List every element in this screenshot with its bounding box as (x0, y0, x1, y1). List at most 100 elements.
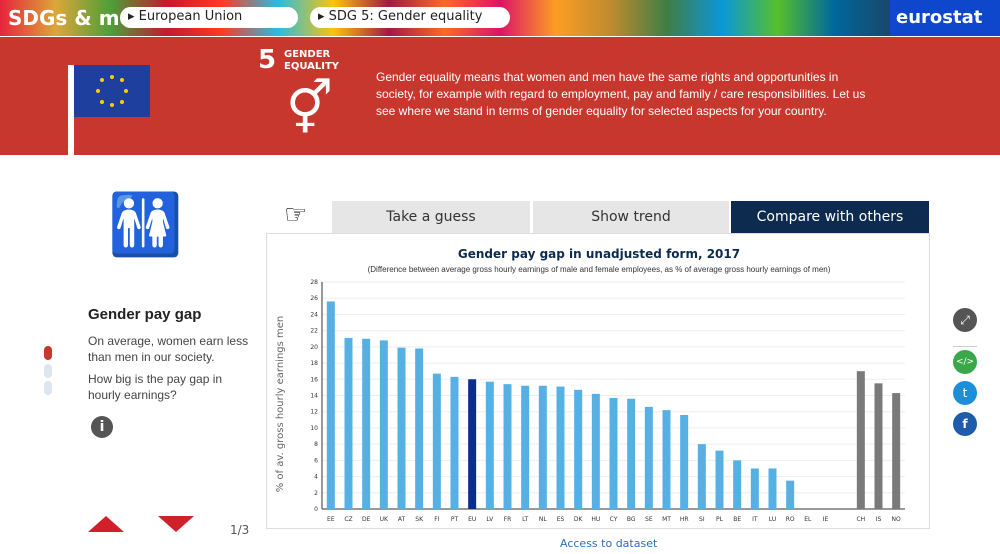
y-tick-label: 26 (310, 295, 318, 302)
step-dot-1[interactable] (44, 346, 52, 360)
breadcrumb-country-label: European Union (138, 9, 243, 24)
y-tick-label: 10 (310, 425, 318, 432)
twitter-icon[interactable]: t (953, 381, 977, 405)
x-tick-label: SI (699, 516, 705, 523)
bar-pt (450, 376, 459, 509)
y-tick-label: 22 (310, 328, 318, 335)
bar-si (697, 444, 706, 509)
bar-hu (591, 393, 600, 509)
chart-title: Gender pay gap in unadjusted form, 2017 (458, 247, 740, 261)
bar-se (644, 406, 653, 509)
x-tick-label: BG (627, 516, 636, 523)
x-tick-label: MT (662, 516, 671, 523)
x-tick-label: LU (769, 516, 776, 523)
bar-mt (662, 410, 671, 509)
tab-show-trend[interactable]: Show trend (533, 201, 729, 233)
bar-cz (344, 337, 353, 509)
x-tick-label: RO (786, 516, 795, 523)
indicator-panel: Gender pay gap On average, women earn le… (88, 306, 258, 409)
bar-es (556, 386, 565, 509)
x-tick-label: SE (645, 516, 653, 523)
bar-eu (468, 379, 477, 509)
eu-flag-icon (74, 65, 150, 117)
bar-lv (485, 381, 494, 509)
bar-hr (680, 414, 689, 509)
embed-code-icon[interactable]: </> (953, 350, 977, 374)
x-tick-label: LT (522, 516, 529, 523)
x-tick-label: DK (574, 516, 584, 523)
y-tick-label: 12 (310, 409, 318, 416)
x-tick-label: BE (733, 516, 741, 523)
x-tick-label: ES (557, 516, 565, 523)
x-tick-label: PT (451, 516, 459, 523)
step-dot-2[interactable] (44, 364, 52, 378)
y-tick-label: 8 (314, 441, 318, 448)
fullscreen-icon[interactable]: ⤢ (953, 308, 977, 332)
x-tick-label: HR (680, 516, 689, 523)
bar-at (397, 347, 406, 509)
goal-banner: 5 GENDER EQUALITY ⚥ Gender equality means… (0, 37, 1000, 155)
gender-symbol-icon: ⚥ (286, 79, 333, 139)
tab-take-a-guess[interactable]: Take a guess (332, 201, 530, 233)
indicator-text-2: How big is the pay gap in hourly earning… (88, 372, 223, 402)
bar-sk (415, 348, 424, 509)
goal-title: GENDER EQUALITY (284, 49, 344, 73)
x-tick-label: CH (856, 516, 865, 523)
x-tick-label: FR (504, 516, 512, 523)
y-tick-label: 6 (314, 457, 318, 464)
chart-subtitle: (Difference between average gross hourly… (368, 265, 831, 274)
step-dot-3[interactable] (44, 381, 52, 395)
bar-dk (574, 389, 583, 509)
sdgs-logo[interactable]: SDGs & me (8, 6, 134, 30)
bar-chart: Gender pay gap in unadjusted form, 2017 (… (275, 247, 905, 523)
bar-it (750, 468, 759, 509)
access-dataset-link[interactable]: Access to dataset (560, 537, 658, 550)
x-tick-label: EL (804, 516, 812, 523)
goal-description: Gender equality means that women and men… (376, 70, 866, 118)
indicator-title: Gender pay gap (88, 306, 202, 323)
bar-is (874, 383, 883, 509)
y-tick-label: 4 (314, 474, 318, 481)
x-tick-label: DE (362, 516, 371, 523)
facebook-icon[interactable]: f (953, 412, 977, 436)
divider (953, 346, 977, 347)
x-tick-label: PL (716, 516, 724, 523)
bar-ro (786, 480, 795, 509)
y-tick-label: 0 (314, 506, 318, 513)
x-tick-label: EU (468, 516, 476, 523)
top-bar: SDGs & me ▸ European Union ▸ SDG 5: Gend… (0, 0, 1000, 36)
eurostat-logo[interactable]: eurostat (890, 0, 1000, 36)
tab-compare-with-others[interactable]: Compare with others (731, 201, 929, 233)
flag-pole (68, 65, 74, 155)
previous-arrow-button[interactable] (88, 516, 124, 532)
goal-title-2: EQUALITY (284, 61, 340, 72)
x-tick-label: IS (876, 516, 882, 523)
breadcrumb-goal-label: SDG 5: Gender equality (328, 9, 483, 24)
bar-cy (609, 397, 618, 509)
bar-lu (768, 468, 777, 509)
y-axis-label: % of av. gross hourly earnings men (275, 316, 286, 493)
next-arrow-button[interactable] (158, 516, 194, 532)
x-tick-label: AT (398, 516, 406, 523)
goal-number: 5 (258, 45, 277, 75)
bar-lt (521, 385, 530, 509)
x-tick-label: UK (380, 516, 389, 523)
bar-pl (715, 450, 724, 509)
x-tick-label: LV (486, 516, 494, 523)
y-tick-label: 14 (310, 393, 318, 400)
x-tick-label: FI (434, 516, 439, 523)
breadcrumb-country[interactable]: ▸ European Union (120, 7, 298, 28)
x-tick-label: SK (415, 516, 424, 523)
x-tick-label: EE (327, 516, 335, 523)
bar-ch (856, 371, 865, 509)
bar-uk (379, 340, 388, 509)
breadcrumb-goal[interactable]: ▸ SDG 5: Gender equality (310, 7, 510, 28)
y-tick-label: 20 (310, 344, 318, 351)
bar-ee (326, 301, 335, 509)
info-icon[interactable]: i (91, 416, 113, 438)
x-tick-label: IT (752, 516, 758, 523)
y-tick-label: 18 (310, 360, 318, 367)
bar-bg (627, 398, 636, 509)
bar-nl (538, 385, 547, 509)
chart-container: Gender pay gap in unadjusted form, 2017 (… (266, 233, 930, 529)
